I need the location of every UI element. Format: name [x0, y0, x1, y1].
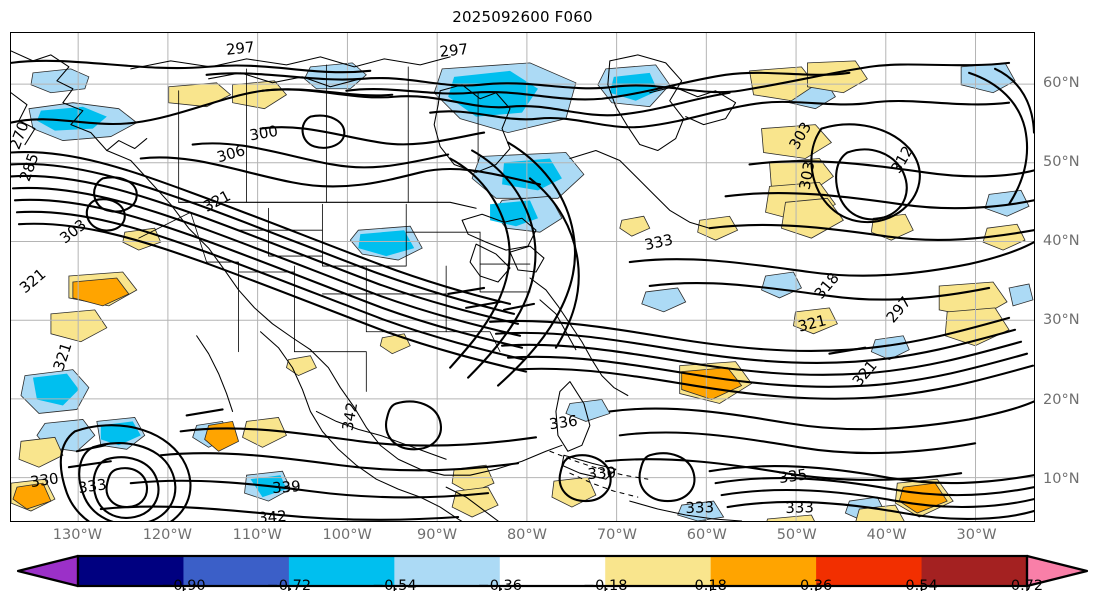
y-tick-label: 60°N	[1043, 75, 1080, 92]
x-tick-label: 80°W	[506, 527, 548, 543]
colorbar-outline	[76, 554, 1029, 588]
colorbar-tick-label: 0.36	[799, 578, 833, 594]
x-tick-label: 70°W	[596, 527, 637, 543]
x-tick-label: 120°W	[142, 527, 192, 543]
page-title: 2025092600 F060	[452, 8, 593, 26]
x-tick-label: 60°W	[686, 527, 727, 543]
svg-text:297: 297	[439, 40, 469, 61]
coastline-icon	[11, 50, 743, 521]
svg-text:303: 303	[56, 216, 90, 248]
y-tick-label: 40°N	[1043, 233, 1080, 250]
svg-text:339: 339	[272, 477, 302, 497]
svg-text:303: 303	[796, 160, 819, 191]
y-tick-label: 30°N	[1043, 312, 1080, 329]
colorbar-segment	[394, 556, 501, 586]
svg-text:321: 321	[16, 265, 49, 297]
svg-text:270: 270	[11, 119, 33, 152]
colorbar-segment	[78, 556, 185, 586]
svg-text:336: 336	[548, 412, 579, 434]
colorbar-segment	[605, 556, 712, 586]
y-tick-label: 50°N	[1043, 154, 1080, 171]
colorbar-swatches	[16, 554, 1089, 591]
x-tick-label: 100°W	[322, 527, 372, 543]
colorbar-tick-label: −0.54	[372, 578, 417, 594]
y-tick-label: 10°N	[1043, 470, 1080, 487]
x-tick-label: 30°W	[956, 527, 997, 543]
x-tick-label: 40°W	[866, 527, 907, 543]
svg-text:333: 333	[785, 498, 814, 517]
svg-text:297: 297	[225, 38, 255, 59]
colorbar-tick-label: 0.18	[694, 578, 727, 594]
svg-text:335: 335	[778, 465, 809, 487]
colorbar-tick-label: −0.36	[477, 578, 522, 594]
svg-text:333: 333	[77, 475, 108, 497]
svg-text:333: 333	[685, 498, 714, 517]
svg-text:300: 300	[248, 122, 279, 145]
x-tick-label: 130°W	[52, 527, 103, 543]
colorbar-segment	[921, 556, 1028, 586]
colorbar-segment	[710, 556, 817, 586]
x-tick-label: 110°W	[232, 527, 282, 543]
svg-text:342: 342	[339, 401, 362, 432]
colorbar-segment	[183, 556, 290, 586]
svg-text:342: 342	[258, 507, 288, 521]
map-canvas: 297 300 306 297 270 285 303 321 321 321 …	[11, 33, 1034, 521]
colorbar-tick-label: 0.72	[1010, 578, 1044, 594]
x-tick-label: 90°W	[417, 527, 458, 543]
colorbar-extend-min	[16, 554, 80, 588]
contour-layer	[11, 59, 1034, 521]
svg-text:333: 333	[643, 231, 675, 255]
colorbar-tick-label: −0.18	[583, 578, 628, 594]
colorbar-segment	[288, 556, 395, 586]
colorbar-tick-label: −0.72	[266, 578, 312, 594]
x-tick-label: 50°W	[776, 527, 817, 543]
colorbar-segment	[499, 556, 606, 586]
svg-text:285: 285	[16, 151, 43, 184]
y-tick-label: 20°N	[1043, 391, 1080, 408]
svg-text:330: 330	[587, 463, 617, 483]
colorbar-tick-label: −0.90	[161, 578, 206, 594]
colorbar-segment	[816, 556, 923, 586]
colorbar[interactable]: −0.90 −0.72 −0.54 −0.36 −0.18 0.18 0.36 0.54 0.7…	[0, 552, 1105, 615]
svg-text:330: 330	[29, 469, 60, 491]
svg-text:321: 321	[50, 340, 76, 373]
colorbar-tick-label: 0.54	[905, 578, 938, 594]
map-plot-area[interactable]: 297 300 306 297 270 285 303 321 321 321 …	[10, 32, 1035, 522]
